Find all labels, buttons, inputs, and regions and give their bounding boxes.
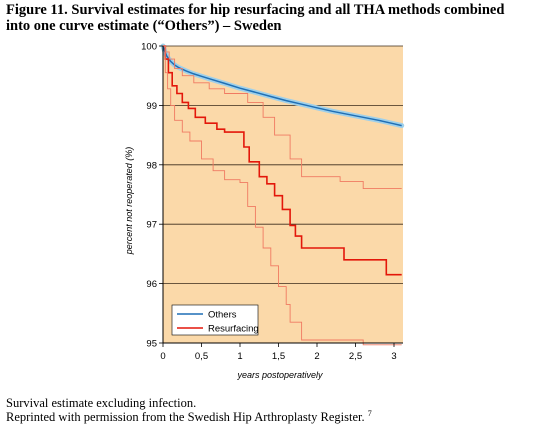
x-tick-label-5: 2,5 [349,351,362,362]
legend-box [171,304,259,336]
y-axis-label: percent not reoperated (%) [124,147,134,256]
x-tick-label-3: 1,5 [272,351,285,362]
y-tick-label-4: 99 [146,101,157,112]
series-resurfacing-ci-2 [163,45,402,190]
series-lines [162,45,402,346]
note-reprint-text: Reprinted with permission from the Swedi… [6,410,365,424]
figure-title: Figure 11. Survival estimates for hip re… [6,2,505,34]
y-tick-label-1: 96 [146,279,157,290]
legend-label-resurfacing: Resurfacing [208,324,259,335]
tick-labels: 0 0,5 1 1,5 2 2,5 3 95 96 97 98 99 100 [141,42,397,363]
plot-background [163,46,403,343]
legend: Others Resurfacing [171,304,259,336]
x-tick-label-6: 3 [391,351,396,362]
x-tick-label-4: 2 [314,351,319,362]
y-tick-label-0: 95 [146,339,157,350]
y-tick-label-5: 100 [141,42,157,53]
x-axis-label: years postoperatively [236,370,323,380]
x-tick-label-2: 1 [237,351,242,362]
note-reference: 7 [367,408,372,418]
y-tick-label-2: 97 [146,220,157,231]
axes [159,45,403,347]
grid-lines [163,45,403,285]
series-resurfacing-line [163,45,402,276]
series-others-line [162,45,402,127]
y-tick-label-3: 98 [146,160,157,171]
series-resurfacing-ci-3 [163,45,402,346]
legend-label-others: Others [208,310,237,321]
x-tick-label-0: 0 [160,351,165,362]
note-reprint: Reprinted with permission from the Swedi… [6,408,372,424]
note-survival: Survival estimate excluding infection. [6,396,197,410]
x-tick-label-1: 0,5 [195,351,208,362]
